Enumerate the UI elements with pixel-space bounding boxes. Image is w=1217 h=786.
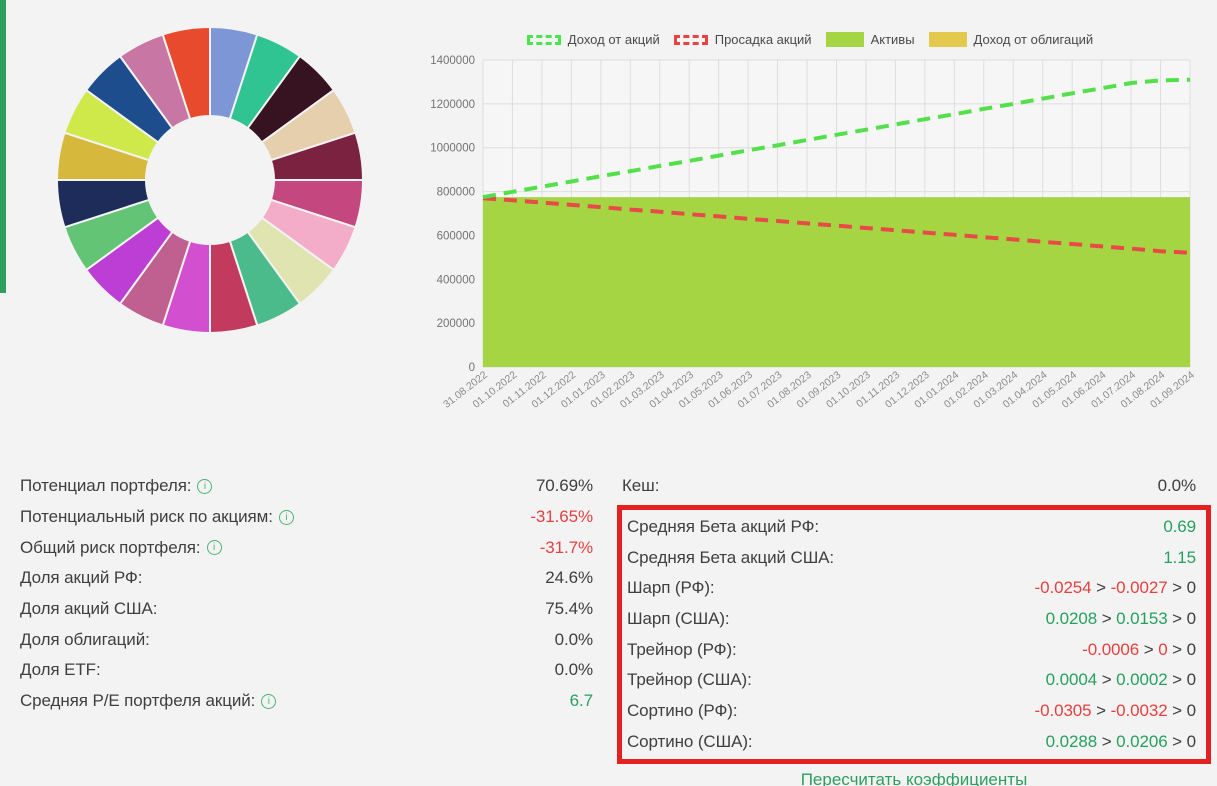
stat-row: Доля облигаций: 0.0% [20,624,593,655]
stat-row: Доля ETF: 0.0% [20,655,593,686]
stat-value: -0.0006 > 0 > 0 [1082,639,1196,659]
stat-value: 70.69% [535,476,593,496]
portfolio-performance-chart[interactable]: 0 200000 400000 600000 800000 1000000 1200000 1… [420,44,1217,434]
legend-swatch-icon [928,32,967,47]
portfolio-allocation-donut-chart[interactable] [55,25,365,335]
stat-row: Средняя P/E портфеля акций: i 6.7 [20,686,593,717]
legend-item[interactable]: Доход от акций [526,32,660,47]
stat-value: 0.0208 > 0.0153 > 0 [1045,609,1196,629]
stat-label: Общий риск портфеля: i [20,538,222,558]
legend-item[interactable]: Активы [825,32,915,47]
legend-label: Доход от облигаций [973,32,1094,47]
cash-row-container: Кеш: 0.0% [617,471,1211,502]
stat-label: Кеш: [622,476,660,496]
highlight-box: Средняя Бета акций РФ: 0.69 Средняя Бета а… [617,504,1211,765]
legend-swatch-icon [673,34,708,45]
stat-label: Трейнор (США): [627,670,752,690]
left-accent-bar [0,0,6,293]
stat-value: -0.0254 > -0.0027 > 0 [1034,578,1197,598]
stat-row: Потенциальный риск по акциям: i -31.65% [20,502,593,533]
stat-value: 0.69 [1163,517,1196,537]
legend-label: Просадка акций [714,32,812,47]
stat-label: Доля облигаций: [20,629,150,649]
stat-row: Шарп (РФ): -0.0254 > -0.0027 > 0 [627,573,1196,604]
stat-value: 0.0004 > 0.0002 > 0 [1045,670,1196,690]
stat-value: -31.7% [539,537,593,557]
recalculate-coefficients-link[interactable]: Пересчитать коэффициенты [800,770,1028,786]
legend-swatch-icon [526,34,561,45]
stat-label: Сортино (РФ): [627,701,738,721]
stat-row: Сортино (США): 0.0288 > 0.0206 > 0 [627,727,1196,758]
info-icon[interactable]: i [261,693,277,709]
stat-label: Доля акций РФ: [20,568,143,588]
stat-value: 0.0288 > 0.0206 > 0 [1045,731,1196,751]
legend-item[interactable]: Просадка акций [673,32,812,47]
legend-label: Активы [870,32,915,47]
y-axis-tick-label: 600000 [437,230,475,242]
stat-row: Потенциал портфеля: i 70.69% [20,471,593,502]
stat-row: Шарп (США): 0.0208 > 0.0153 > 0 [627,604,1196,635]
stat-row: Кеш: 0.0% [622,471,1196,502]
stat-row: Сортино (РФ): -0.0305 > -0.0032 > 0 [627,696,1196,727]
legend-swatch-icon [825,32,864,47]
y-axis-tick-label: 200000 [437,318,475,330]
stat-row: Трейнор (США): 0.0004 > 0.0002 > 0 [627,665,1196,696]
stat-row: Средняя Бета акций США: 1.15 [627,542,1196,573]
y-axis-tick-label: 1000000 [430,143,475,155]
recalc-link-row: Пересчитать коэффициенты [617,770,1211,786]
stat-label: Шарп (США): [627,609,730,629]
legend-label: Доход от акций [567,32,660,47]
stat-value: 1.15 [1163,547,1196,567]
stat-label: Потенциал портфеля: i [20,476,213,496]
stat-value: -31.65% [530,507,593,527]
stat-row: Средняя Бета акций РФ: 0.69 [627,512,1196,543]
stat-label: Средняя Бета акций РФ: [627,517,820,537]
y-axis-tick-label: 0 [469,362,475,374]
stat-label: Сортино (США): [627,731,753,751]
stat-value: 6.7 [569,691,593,711]
stat-value: 0.0% [554,629,593,649]
stat-label: Средняя Бета акций США: [627,547,835,567]
y-axis-tick-label: 400000 [437,274,475,286]
stat-label: Шарп (РФ): [627,578,715,598]
stat-value: 24.6% [545,568,593,588]
stat-label: Средняя P/E портфеля акций: i [20,691,277,711]
y-axis-tick-label: 1400000 [430,55,475,67]
legend-item[interactable]: Доход от облигаций [928,32,1094,47]
stat-value: -0.0305 > -0.0032 > 0 [1034,701,1197,721]
info-icon[interactable]: i [206,540,222,556]
stat-label: Доля ETF: [20,660,101,680]
stat-label: Доля акций США: [20,599,158,619]
stat-value: 75.4% [545,599,593,619]
stat-row: Доля акций США: 75.4% [20,594,593,625]
y-axis-tick-label: 1200000 [430,99,475,111]
coefficients-panel: Кеш: 0.0% Средняя Бета акций РФ: 0.69 Средн… [617,471,1211,786]
donut-segment[interactable] [161,25,211,121]
stat-row: Трейнор (РФ): -0.0006 > 0 > 0 [627,634,1196,665]
stat-value: 0.0% [1157,476,1196,496]
y-axis-tick-label: 800000 [437,187,475,199]
chart-legend: Доход от акций Просадка акций Активы Доход … [450,32,1170,47]
stat-row: Общий риск портфеля: i -31.7% [20,532,593,563]
info-icon[interactable]: i [278,509,294,525]
info-icon[interactable]: i [197,478,213,494]
stat-label: Трейнор (РФ): [627,639,737,659]
stat-label: Потенциальный риск по акциям: i [20,507,294,527]
portfolio-stats-list: Потенциал портфеля: i 70.69% Потенциальный … [20,471,593,717]
stat-row: Доля акций РФ: 24.6% [20,563,593,594]
stat-value: 0.0% [554,660,593,680]
